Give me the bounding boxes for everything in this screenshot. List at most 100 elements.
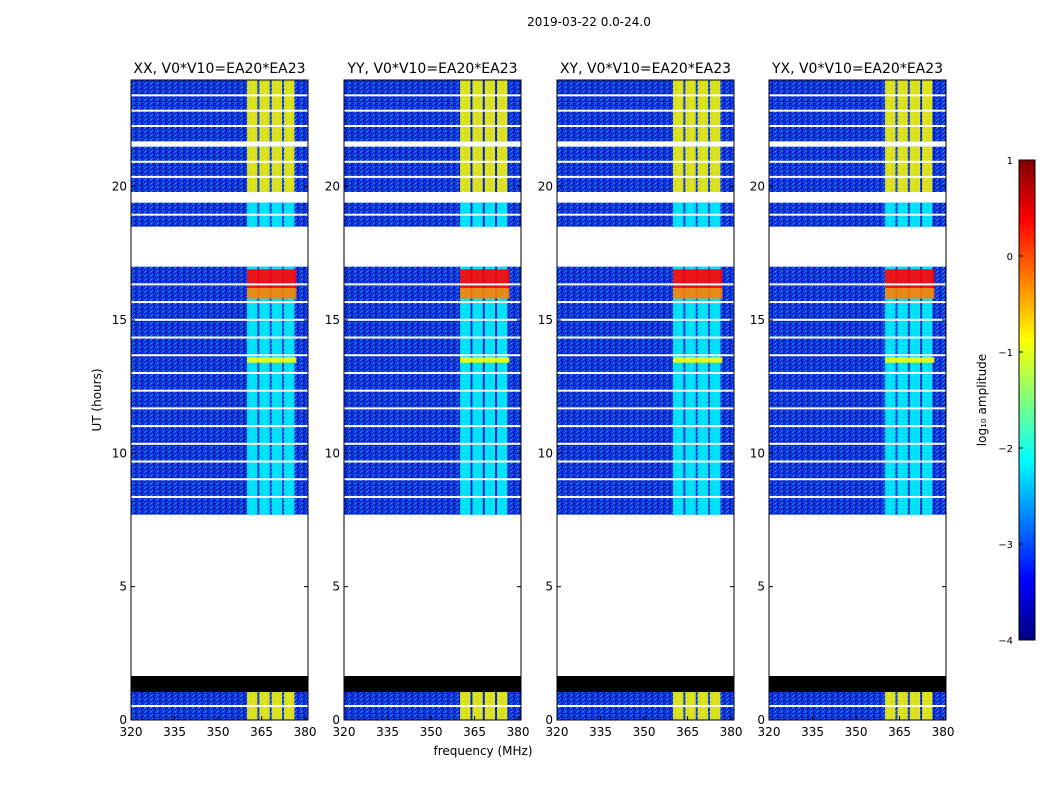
flag-line [557,109,734,112]
flag-line [131,160,308,163]
y-tick-label: 10 [112,446,127,460]
flag-line [131,425,308,428]
flag-line [131,354,308,357]
y-axis-label: UT (hours) [90,368,104,431]
band-hot-row [460,269,510,288]
y-tick-label: 0 [332,713,340,727]
flag-line [557,460,734,463]
y-tick-label: 10 [325,446,340,460]
band-hot-row [885,288,935,299]
band-hot-row [673,357,723,363]
flag-line [769,94,946,97]
band-hot-row [885,269,935,288]
flag-line [769,442,946,445]
y-tick-label: 20 [538,180,553,194]
y-tick-label: 15 [325,313,340,327]
heatmap-panel-1: YY, V0*V10=EA20*EA23 320 335 350 365 380 0 5 10 1… [325,61,530,739]
band-hot-row [460,288,510,299]
flag-line [131,213,308,216]
flag-line [769,213,946,216]
colorbar: log₁₀ amplitude 1 0 −1 −2 −3 −4 [975,156,1036,647]
panels-group: XX, V0*V10=EA20*EA23 320 335 350 365 380 0 5 10 1… [112,61,955,739]
flag-line [131,125,308,127]
colorbar-tick-label: 1 [1007,156,1013,167]
flag-line [769,495,946,498]
flag-line [131,371,308,374]
flag-line [557,301,734,304]
x-tick-label: 380 [932,725,955,739]
band-column [247,146,258,192]
flag-line [344,425,521,428]
y-tick-label: 15 [538,313,553,327]
flag-line [769,705,946,707]
flag-line [344,389,521,392]
y-tick-label: 0 [119,713,127,727]
band-column [484,146,496,192]
flag-line [344,109,521,112]
band-column [284,146,295,192]
flag-line [344,213,521,216]
y-tick-label: 5 [332,580,340,594]
flag-line [557,705,734,707]
flag-line [131,442,308,445]
flag-line [131,175,308,178]
flag-line [344,283,521,286]
flag-line [344,705,521,707]
flag-line [769,371,946,374]
flag-line [557,125,734,127]
flag-line [344,442,521,445]
flag-line [557,371,734,374]
flag-line [769,125,946,127]
flag-line [344,94,521,97]
x-tick-label: 350 [420,725,443,739]
flag-line [557,407,734,410]
flag-line [769,318,946,321]
y-tick-label: 20 [112,180,127,194]
flag-line [131,407,308,410]
band-hot-row [460,357,510,363]
x-tick-label: 350 [845,725,868,739]
flag-line [557,495,734,498]
heatmap-panel-3: YX, V0*V10=EA20*EA23 320 335 350 365 380 0 5 10 1… [750,61,955,739]
panel-frame [343,79,522,721]
band-column [697,146,709,192]
flag-line [769,425,946,428]
band-column [460,146,471,192]
flag-line [769,283,946,286]
flag-line [557,442,734,445]
flag-line [557,389,734,392]
flag-line [769,160,946,163]
x-tick-label: 365 [463,725,486,739]
y-tick-label: 0 [545,713,553,727]
panel-frame [768,79,947,721]
x-tick-label: 320 [333,725,356,739]
flag-line [131,705,308,707]
band-column [685,146,696,192]
colorbar-gradient [1018,159,1036,641]
flag-line [557,283,734,286]
x-tick-label: 320 [758,725,781,739]
y-tick-label: 5 [545,580,553,594]
flag-line [557,213,734,216]
panel-frame [130,79,309,721]
flag-line [131,460,308,463]
flag-line [344,160,521,163]
flag-line [557,425,734,428]
x-tick-label: 380 [507,725,530,739]
flag-line [131,318,308,321]
y-tick-label: 10 [750,446,765,460]
band-column [897,146,908,192]
flag-line [131,109,308,112]
flag-line [344,460,521,463]
flag-line [557,336,734,339]
x-tick-label: 350 [207,725,230,739]
flagged-black-row [131,676,308,692]
heatmap-panel-0: XX, V0*V10=EA20*EA23 320 335 350 365 380 0 5 10 1… [112,61,317,739]
flag-line [557,175,734,178]
flag-line [344,336,521,339]
flag-line [769,354,946,357]
flag-line [769,301,946,304]
x-tick-label: 320 [546,725,569,739]
flag-line [344,354,521,357]
x-axis-label: frequency (MHz) [433,744,532,758]
